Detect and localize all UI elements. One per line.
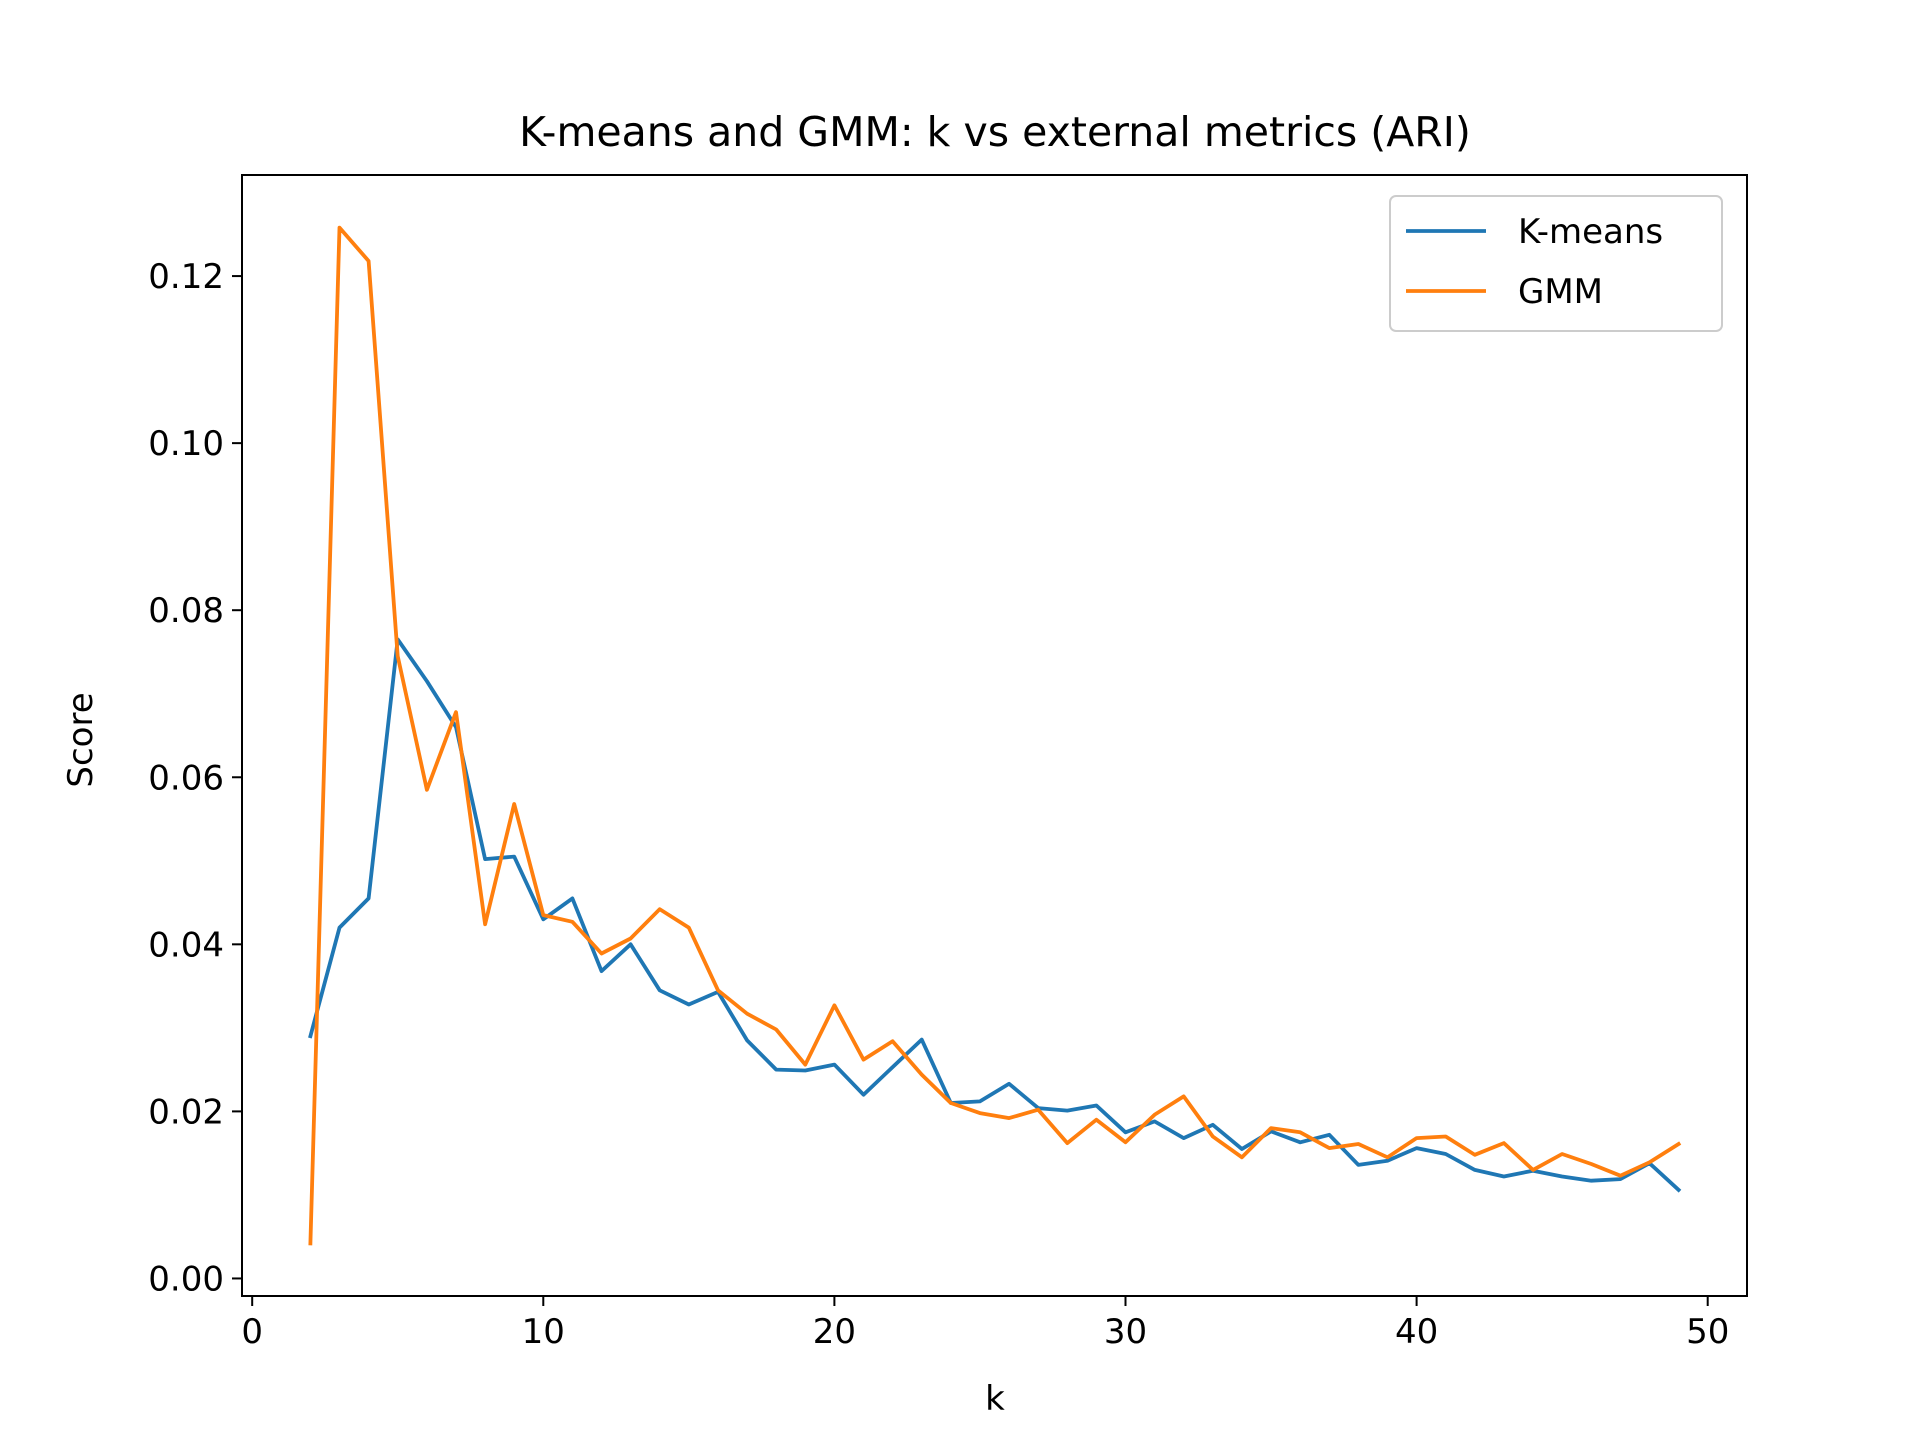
series-line-gmm [308, 225, 1682, 1246]
plot-frame [241, 174, 1748, 1297]
x-axis-title: k [985, 1379, 1005, 1419]
x-tick-label: 50 [1686, 1312, 1729, 1352]
y-axis: 0.00 0.02 0.04 0.06 0.08 0.10 0.12 [148, 257, 242, 1299]
x-tick-label: 30 [1104, 1312, 1147, 1352]
y-tick-label: 0.06 [148, 758, 224, 798]
y-tick-label: 0.00 [148, 1259, 224, 1299]
y-tick-label: 0.02 [148, 1092, 224, 1132]
x-tick-label: 10 [522, 1312, 565, 1352]
series-line-k-means [308, 637, 1682, 1193]
y-tick-label: 0.12 [148, 257, 224, 297]
x-tick-label: 40 [1395, 1312, 1438, 1352]
x-tick-label: 0 [241, 1312, 263, 1352]
chart-title: K-means and GMM: k vs external metrics (… [519, 108, 1471, 156]
x-tick-label: 20 [813, 1312, 856, 1352]
plot-area [241, 174, 1748, 1297]
y-tick-label: 0.10 [148, 424, 224, 464]
legend-label-k-means: K-means [1518, 212, 1663, 252]
legend-label-gmm: GMM [1518, 272, 1603, 312]
x-axis: 0 10 20 30 40 50 [241, 1296, 1729, 1352]
y-axis-title: Score [61, 692, 101, 787]
legend: K-means GMM [1389, 195, 1723, 332]
y-tick-label: 0.08 [148, 591, 224, 631]
y-tick-label: 0.04 [148, 925, 224, 965]
